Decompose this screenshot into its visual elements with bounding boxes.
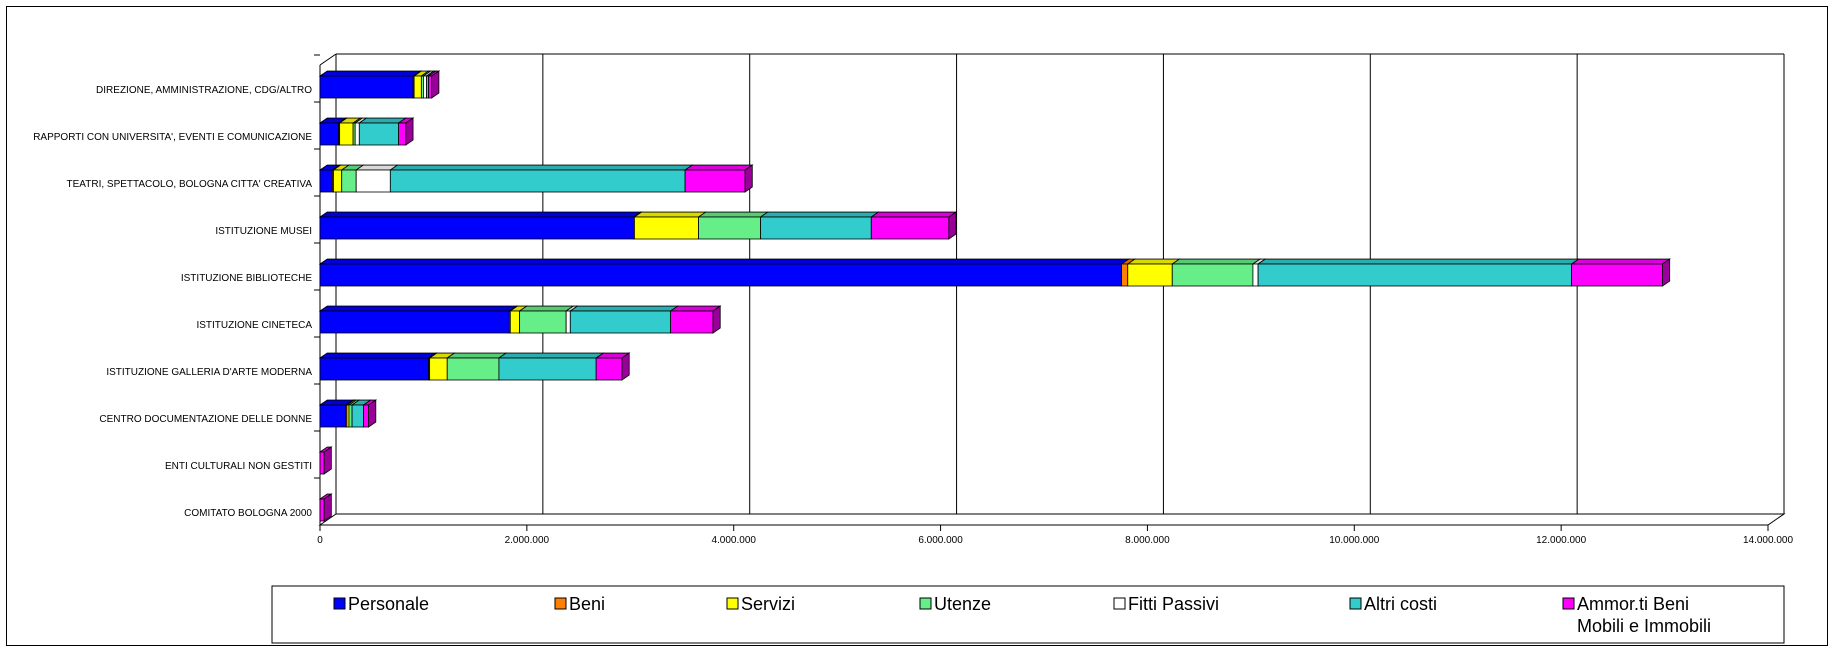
bar-istituzione-cineteca-utenze xyxy=(518,305,575,334)
bar-end-rapporti-con-universita-eventi-e-comunicazione xyxy=(405,117,414,146)
legend-swatch-beni xyxy=(554,597,567,610)
bar-istituzione-musei-altri-costi xyxy=(759,211,880,240)
legend-swatch-utenze xyxy=(919,597,932,610)
bar-istituzione-biblioteche-ammor-ti-beni-mobili-e-immobili xyxy=(1570,258,1671,287)
legend: Personale Beni Servizi Utenze Fitti Passivi A… xyxy=(271,585,1785,644)
bar-istituzione-biblioteche-altri-costi xyxy=(1256,258,1580,287)
legend-swatch-personale xyxy=(333,597,346,610)
x-tick-label: 2.000.000 xyxy=(505,535,550,546)
bar-direzione-amministrazione-cdg-altro-personale xyxy=(318,70,422,99)
bar-istituzione-galleria-d-arte-moderna-utenze xyxy=(445,352,508,381)
category-label-teatri-spettacolo-bologna-citta-creativa: TEATRI, SPETTACOLO, BOLOGNA CITTA' CREAT… xyxy=(67,179,313,190)
legend-label-ammor-ti-beni-mobili-e-immobili: Ammor.ti Beni Mobili e Immobili xyxy=(1577,594,1711,636)
bar-istituzione-biblioteche-personale xyxy=(318,258,1131,287)
bar-istituzione-musei-ammor-ti-beni-mobili-e-immobili xyxy=(869,211,958,240)
bar-istituzione-galleria-d-arte-moderna-personale xyxy=(318,352,438,381)
legend-label-personale: Personale xyxy=(348,594,429,614)
bar-istituzione-biblioteche-utenze xyxy=(1170,258,1262,287)
x-tick-label: 6.000.000 xyxy=(918,535,963,546)
bar-end-istituzione-biblioteche xyxy=(1662,258,1671,287)
bar-istituzione-musei-utenze xyxy=(697,211,770,240)
legend-box xyxy=(271,585,1785,644)
plot-floor xyxy=(318,53,1786,526)
bar-istituzione-cineteca-ammor-ti-beni-mobili-e-immobili xyxy=(669,305,722,334)
bar-end-teatri-spettacolo-bologna-citta-creativa xyxy=(744,164,753,193)
bar-end-istituzione-musei xyxy=(948,211,957,240)
tick-labels: 0 2.000.000 4.000.000 6.000.000 8.000.000 10.… xyxy=(317,535,1793,546)
bar-end-comitato-bologna-2000 xyxy=(323,493,332,522)
legend-swatch-servizi xyxy=(726,597,739,610)
x-tick-label: 0 xyxy=(317,535,323,546)
bar-istituzione-biblioteche-servizi xyxy=(1126,258,1181,287)
x-tick-label: 8.000.000 xyxy=(1125,535,1170,546)
legend-label-utenze: Utenze xyxy=(934,594,991,614)
bar-istituzione-cineteca-personale xyxy=(318,305,518,334)
bar-end-istituzione-cineteca xyxy=(712,305,721,334)
legend-swatch-ammor-ti-beni-mobili-e-immobili xyxy=(1562,597,1575,610)
category-label-centro-documentazione-delle-donne: CENTRO DOCUMENTAZIONE DELLE DONNE xyxy=(99,414,312,425)
x-tick-label: 12.000.000 xyxy=(1536,535,1586,546)
legend-label-servizi: Servizi xyxy=(741,594,795,614)
category-label-comitato-bologna-2000: COMITATO BOLOGNA 2000 xyxy=(184,508,312,519)
bars xyxy=(318,70,1671,522)
axes xyxy=(314,53,1769,531)
category-label-direzione-amministrazione-cdg-altro: DIREZIONE, AMMINISTRAZIONE, CDG/ALTRO xyxy=(96,85,312,96)
category-labels: DIREZIONE, AMMINISTRAZIONE, CDG/ALTRO RAP… xyxy=(33,85,312,519)
category-label-istituzione-cineteca: ISTITUZIONE CINETECA xyxy=(196,320,312,331)
bar-istituzione-galleria-d-arte-moderna-altri-costi xyxy=(497,352,605,381)
category-label-rapporti-con-universita-eventi-e-comunicazione: RAPPORTI CON UNIVERSITA', EVENTI E COMUN… xyxy=(33,132,312,143)
bar-teatri-spettacolo-bologna-citta-creativa-ammor-ti-beni-mobili-e-immobili xyxy=(683,164,754,193)
bar-teatri-spettacolo-bologna-citta-creativa-altri-costi xyxy=(389,164,694,193)
bar-istituzione-galleria-d-arte-moderna-ammor-ti-beni-mobili-e-immobili xyxy=(594,352,631,381)
axis-depth-edge xyxy=(319,53,337,66)
x-tick-label: 10.000.000 xyxy=(1329,535,1379,546)
category-label-istituzione-biblioteche: ISTITUZIONE BIBLIOTECHE xyxy=(181,273,312,284)
bar-istituzione-musei-servizi xyxy=(633,211,708,240)
legend-swatch-altri-costi xyxy=(1349,597,1362,610)
bar-end-centro-documentazione-delle-donne xyxy=(368,399,377,428)
bar-istituzione-cineteca-altri-costi xyxy=(569,305,680,334)
category-label-istituzione-galleria-d-arte-moderna: ISTITUZIONE GALLERIA D'ARTE MODERNA xyxy=(106,367,312,378)
bar-end-enti-culturali-non-gestiti xyxy=(323,446,332,475)
bar-end-istituzione-galleria-d-arte-moderna xyxy=(621,352,630,381)
bar-rapporti-con-universita-eventi-e-comunicazione-altri-costi xyxy=(358,117,408,146)
chart-frame xyxy=(6,6,1828,646)
legend-label-fitti-passivi: Fitti Passivi xyxy=(1128,594,1219,614)
chart-floor xyxy=(318,513,1786,526)
bar-istituzione-musei-personale xyxy=(318,211,642,240)
legend-label-beni: Beni xyxy=(569,594,605,614)
x-tick-label: 14.000.000 xyxy=(1743,535,1793,546)
x-tick-label: 4.000.000 xyxy=(711,535,756,546)
category-label-istituzione-musei: ISTITUZIONE MUSEI xyxy=(215,226,312,237)
category-label-enti-culturali-non-gestiti: ENTI CULTURALI NON GESTITI xyxy=(165,461,312,472)
bar-centro-documentazione-delle-donne-personale xyxy=(318,399,355,428)
legend-label-altri-costi: Altri costi xyxy=(1364,594,1437,614)
bar-teatri-spettacolo-bologna-citta-creativa-fitti-passivi xyxy=(354,164,399,193)
bar-end-direzione-amministrazione-cdg-altro xyxy=(431,70,440,99)
legend-swatch-fitti-passivi xyxy=(1113,597,1126,610)
